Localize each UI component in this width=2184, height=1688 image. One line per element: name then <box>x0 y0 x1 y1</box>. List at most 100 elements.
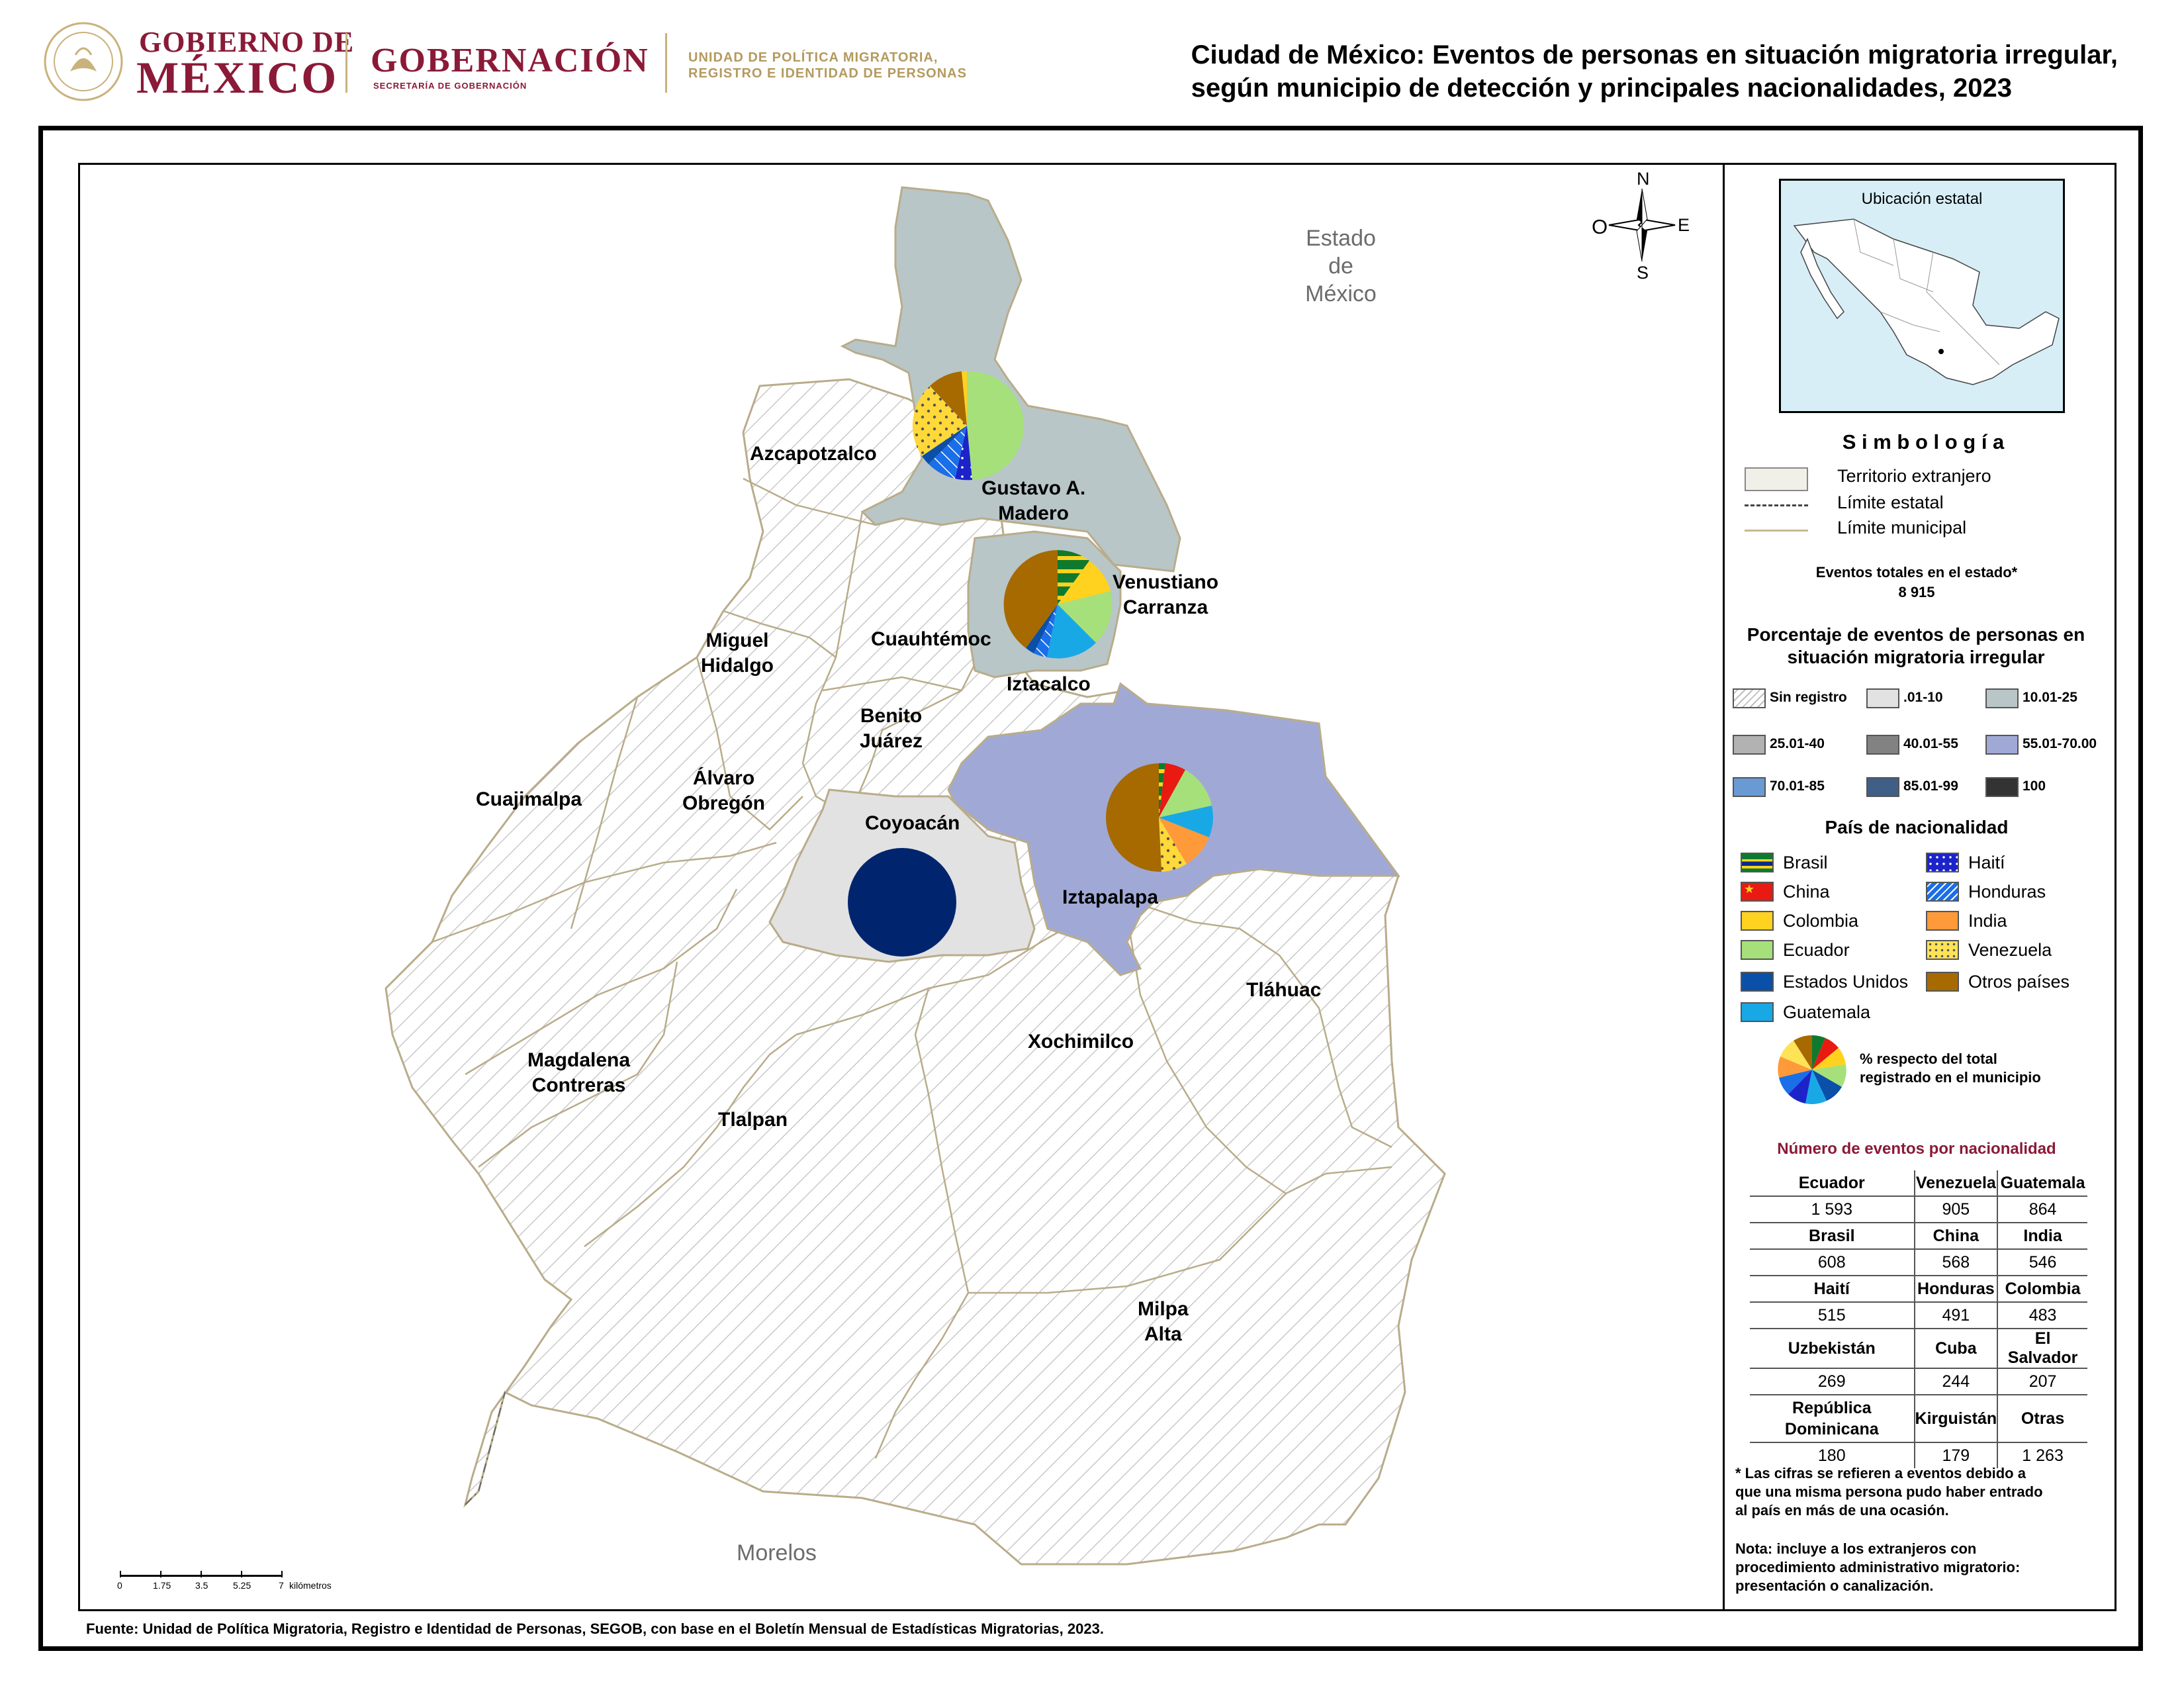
table-cell: 1 263 <box>2022 1446 2064 1465</box>
legend-title: S i m b o l o g í a <box>1842 430 2005 453</box>
range-swatch-10-25 <box>1985 688 2019 708</box>
scale-label-4: 7 <box>279 1580 284 1591</box>
china-star-icon: ★ <box>1744 882 1755 896</box>
legend-territorio: Territorio extranjero <box>1837 466 1991 486</box>
table-cell: 864 <box>1997 1196 2087 1223</box>
label-ao-line1: Álvaro <box>692 767 755 789</box>
label-morelos: Morelos <box>737 1540 817 1566</box>
range-swatch-55-70 <box>1985 735 2019 755</box>
mexico-outline-icon <box>1793 218 2060 385</box>
legend-limite-municipal: Límite municipal <box>1837 518 1967 538</box>
table-header-cell: Ecuador <box>1750 1170 1915 1197</box>
note-nota: Nota: incluye a los extranjeros con proc… <box>1735 1540 2020 1595</box>
legend-estatal-line <box>1745 504 1808 506</box>
table-cell: 568 <box>1914 1249 1999 1276</box>
pie-gam-haiti <box>955 426 972 481</box>
country-swatch-brasil <box>1741 853 1774 872</box>
table-cell: 546 <box>1997 1249 2087 1276</box>
pie-note-line2: registrado en el municipio <box>1860 1069 2041 1086</box>
country-swatch-venezuela <box>1926 940 1959 960</box>
range-label-70-85: 70.01-85 <box>1770 778 1825 794</box>
table-row: 515 491 483 <box>1750 1302 2087 1329</box>
eventos-label: Eventos totales en el estado* <box>1815 564 2018 581</box>
region-gustavo-a-madero <box>840 186 1181 573</box>
label-ao-line2: Obregón <box>682 792 765 814</box>
note-asterisk: * Las cifras se refieren a eventos debid… <box>1735 1464 2043 1520</box>
table-header-cell: Colombia <box>1997 1276 2087 1303</box>
label-mh-line1: Miguel <box>705 630 769 651</box>
table-cell: 207 <box>1997 1368 2087 1395</box>
header-divider-2 <box>665 33 667 93</box>
note2-line2: procedimiento administrativo migratorio: <box>1735 1559 2021 1575</box>
label-benito-juarez: Benito Juárez <box>860 704 923 754</box>
pie-izt-otros <box>1106 763 1161 872</box>
country-label-honduras: Honduras <box>1968 882 2046 902</box>
pie-gam-otros <box>930 371 967 426</box>
table-cell: 905 <box>1914 1196 1999 1223</box>
gobernacion-logo: GOBERNACIÓN <box>371 42 649 79</box>
header-divider <box>345 33 347 93</box>
table-header-cell: Honduras <box>1914 1276 1999 1303</box>
map-panel: Azcapotzalco Gustavo A. Madero Venustian… <box>78 163 1725 1611</box>
table-header-cell: Kirguistán <box>1914 1395 1999 1443</box>
table-header-cell: Cuba <box>1914 1329 1999 1369</box>
range-label-55-70: 55.01-70.00 <box>2023 736 2097 751</box>
country-label-haiti: Haití <box>1968 853 2005 872</box>
label-tlalpan: Tlalpan <box>718 1109 788 1131</box>
label-edomex-line3: México <box>1305 281 1377 306</box>
outer-frame <box>38 126 2143 1651</box>
scale-label-1: 1.75 <box>153 1580 171 1591</box>
pais-title: País de nacionalidad <box>1825 817 2009 837</box>
table-row: 1 593 905 864 <box>1750 1196 2087 1223</box>
pie-izt-china <box>1159 763 1185 818</box>
table-header-cell: Uzbekistán <box>1750 1329 1915 1369</box>
legend-municipal-line <box>1745 530 1808 532</box>
note2-line1: Nota: incluye a los extranjeros con <box>1735 1540 1977 1557</box>
label-cuauhtemoc: Cuauhtémoc <box>871 628 991 650</box>
table-header-cell: El Salvador <box>1997 1329 2087 1369</box>
cdmx-outline <box>385 378 1446 1566</box>
table-row: Ecuador Venezuela Guatemala <box>1750 1170 2087 1197</box>
table-cell: 180 <box>1750 1442 1915 1468</box>
range-label-sin-registro: Sin registro <box>1770 690 1847 705</box>
label-cuajimalpa: Cuajimalpa <box>476 788 582 810</box>
label-xochimilco: Xochimilco <box>1028 1031 1134 1053</box>
scale-tick-3 <box>241 1571 242 1577</box>
scale-unit: kilómetros <box>289 1580 332 1591</box>
table-cell: 244 <box>1914 1368 1999 1395</box>
country-swatch-honduras <box>1926 882 1959 902</box>
pie-vc-honduras <box>1034 604 1058 657</box>
pie-vc-guatemala <box>1047 604 1096 659</box>
label-mh-line2: Hidalgo <box>701 655 774 677</box>
range-swatch-85-99 <box>1866 777 1899 797</box>
pct-title: Porcentaje de eventos de personas en sit… <box>1734 624 2098 669</box>
pie-izt-india <box>1159 818 1209 864</box>
note1-line1: * Las cifras se refieren a eventos debid… <box>1735 1465 2026 1481</box>
label-gustavo-a-madero: Gustavo A. Madero <box>981 476 1085 526</box>
legend-territorio-swatch <box>1745 467 1808 491</box>
note1-line3: al país en más de una ocasión. <box>1735 1502 1949 1519</box>
nationality-table: Ecuador Venezuela Guatemala 1 593 905 86… <box>1750 1170 2087 1468</box>
country-label-ecuador: Ecuador <box>1783 940 1850 960</box>
label-milpa-alta: Milpa Alta <box>1138 1297 1189 1347</box>
pct-title-line2: situación migratoria irregular <box>1787 647 2045 667</box>
country-label-china: China <box>1783 882 1830 902</box>
range-swatch-100 <box>1985 777 2019 797</box>
header: GOBIERNO DE MÉXICO GOBERNACIÓN SECRETARÍ… <box>0 0 2184 119</box>
label-alvaro-obregon: Álvaro Obregón <box>682 766 765 816</box>
label-mc-line2: Contreras <box>531 1074 626 1096</box>
inset-map: Ubicación estatal <box>1779 179 2065 413</box>
pie-izt-venezuela <box>1159 818 1187 872</box>
label-bj-line2: Juárez <box>860 730 923 752</box>
range-label-01-10: .01-10 <box>1903 690 1943 705</box>
note2-line3: presentación o canalización. <box>1735 1577 1934 1594</box>
country-swatch-haiti <box>1926 853 1959 872</box>
country-swatch-estados-unidos <box>1741 972 1774 992</box>
legend-panel <box>1725 163 2116 1611</box>
table-row: República Dominicana Kirguistán Otras <box>1750 1395 2087 1443</box>
estado-limit <box>465 1391 506 1505</box>
table-header-cell: Venezuela <box>1914 1170 1999 1197</box>
mexico-seal-icon <box>44 22 123 101</box>
scale-bar: 0 1.75 3.5 5.25 7 kilómetros <box>117 1571 345 1601</box>
label-iztacalco: Iztacalco <box>1007 673 1091 695</box>
